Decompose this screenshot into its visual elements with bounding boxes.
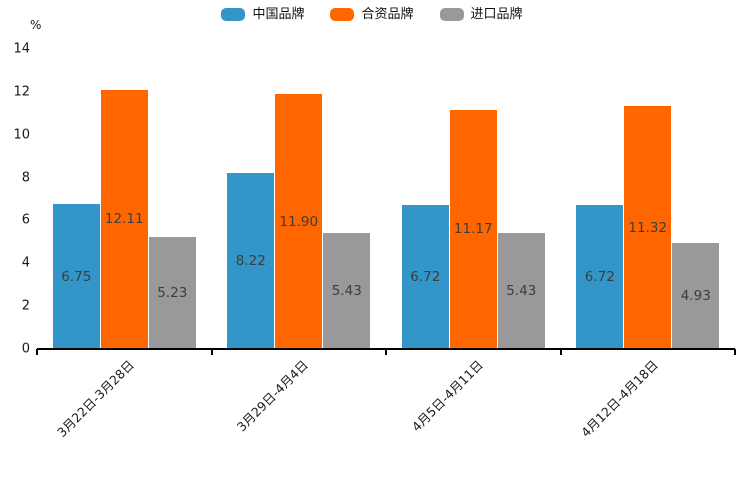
bar-value-label: 5.43: [331, 282, 362, 299]
y-axis-unit-label: %: [30, 18, 42, 32]
bar-series-2: 5.43: [323, 232, 371, 349]
y-tick-label: 10: [13, 127, 30, 143]
bar-group: 6.72 11.32 4.93: [561, 49, 736, 349]
bar-value-label: 11.90: [279, 213, 319, 230]
bar-series-1: 11.90: [275, 94, 323, 349]
bar-series-2: 5.23: [148, 236, 196, 349]
legend-swatch-icon: [221, 8, 246, 21]
y-tick-label: 4: [21, 255, 30, 271]
bar-value-label: 8.22: [235, 252, 266, 269]
bar-value-label: 6.75: [61, 268, 92, 285]
x-category-label: 4月5日-4月11日: [408, 357, 486, 435]
x-axis-tick: [210, 349, 213, 355]
legend-swatch-icon: [439, 8, 464, 21]
x-axis-tick: [36, 349, 38, 355]
x-axis-tick: [734, 349, 736, 355]
y-tick-label: 2: [21, 298, 30, 314]
x-axis-tick: [559, 349, 562, 355]
x-category-label: 3月29日-4月4日: [234, 357, 312, 435]
legend-item-1: 合资品牌: [330, 7, 414, 22]
bar-value-label: 6.72: [584, 269, 615, 285]
bar-value-label: 5.23: [157, 284, 188, 301]
bar-group: 6.72 11.17 5.43: [386, 49, 561, 349]
y-tick-label: 14: [13, 41, 30, 57]
y-tick-label: 12: [13, 84, 30, 100]
bar-series-1: 12.11: [100, 89, 148, 349]
x-category-label: 3月22日-3月28日: [54, 357, 137, 441]
bar-value-label: 12.11: [104, 211, 144, 228]
legend-label: 合资品牌: [361, 7, 414, 22]
bar-value-label: 6.72: [410, 269, 441, 285]
bar-series-2: 4.93: [672, 243, 720, 349]
bar-series-0: 6.72: [401, 205, 449, 349]
legend-item-0: 中国品牌: [221, 8, 304, 21]
legend-swatch-icon: [330, 8, 355, 21]
bar-series-1: 11.32: [624, 106, 672, 349]
bar-series-0: 8.22: [227, 172, 275, 349]
bar-group: 6.75 12.11 5.23: [37, 49, 212, 349]
bar-value-label: 4.93: [680, 288, 711, 305]
bar-value-label: 11.17: [453, 221, 493, 238]
plot-area: 6.75 12.11 5.23 8.22 11.90 5.43 6.72 11.17 5.43 6…: [36, 49, 736, 440]
bar-series-1: 11.17: [449, 109, 497, 349]
chart-legend: 中国品牌 合资品牌 进口品牌: [0, 8, 744, 21]
y-tick-label: 0: [21, 341, 30, 357]
x-category-label: 4月12日-4月18日: [577, 357, 661, 441]
legend-label: 中国品牌: [252, 7, 305, 22]
bar-group: 8.22 11.90 5.43: [212, 49, 387, 349]
x-axis-tick: [385, 349, 387, 355]
bar-series-0: 6.72: [576, 205, 624, 349]
y-tick-label: 8: [21, 170, 30, 186]
bar-series-0: 6.75: [52, 204, 100, 349]
legend-label: 进口品牌: [470, 7, 523, 22]
y-tick-label: 6: [21, 212, 30, 228]
bar-series-2: 5.43: [497, 232, 545, 349]
bar-value-label: 11.32: [628, 219, 668, 236]
legend-item-2: 进口品牌: [439, 7, 523, 22]
bar-groups: 6.75 12.11 5.23 8.22 11.90 5.43 6.72 11.17 5.43 6…: [37, 49, 735, 349]
bar-value-label: 5.43: [506, 282, 537, 299]
